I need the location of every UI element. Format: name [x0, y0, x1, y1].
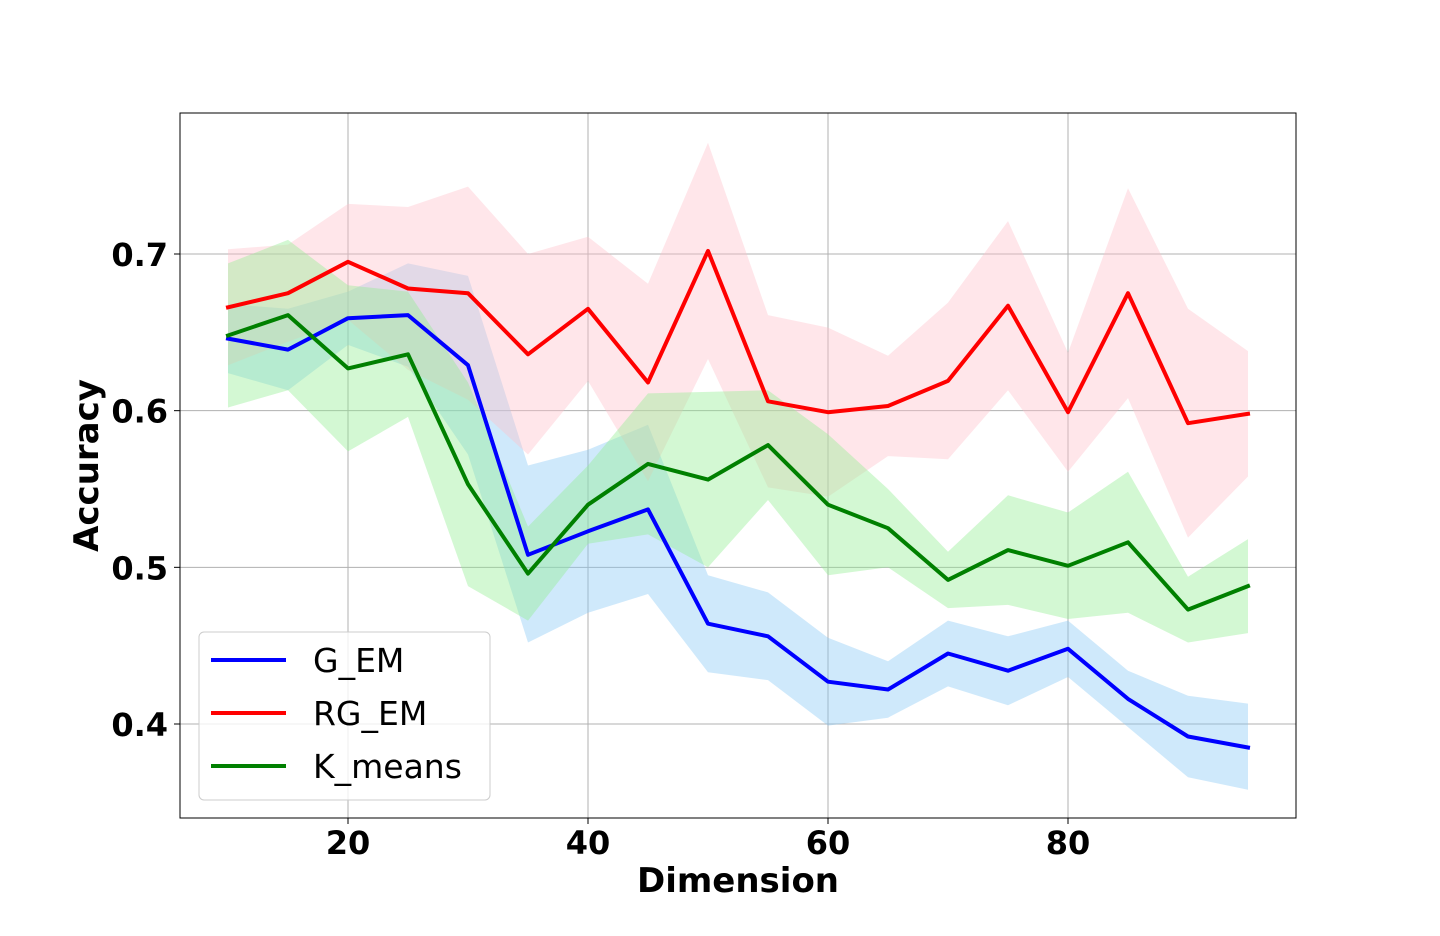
x-tick-label: 20: [326, 824, 371, 862]
g-em-line: [225, 313, 1251, 750]
y-tick-label: 0.6: [111, 393, 168, 431]
legend-box: [198, 631, 491, 801]
x-axis-label: Dimension: [637, 861, 839, 901]
y-axis-ticks: 0.4 0.5 0.6 0.7: [111, 236, 180, 744]
legend-label: RG_EM: [313, 694, 427, 733]
k-means-line: [225, 313, 1251, 612]
x-tick-label: 40: [566, 824, 611, 862]
plot-frame: [179, 112, 1297, 819]
legend: G_EM RG_EM K_means: [198, 631, 491, 801]
legend-label: G_EM: [313, 641, 404, 680]
x-tick-label: 80: [1046, 824, 1091, 862]
y-axis-label: Accuracy: [67, 379, 107, 552]
y-tick-label: 0.5: [111, 549, 168, 587]
rg-em-line: [225, 248, 1251, 426]
legend-label: K_means: [313, 747, 462, 786]
rg-em-band: [228, 142, 1248, 538]
g-em-band: [228, 263, 1248, 790]
y-tick-label: 0.4: [111, 706, 168, 744]
k-means-band: [228, 239, 1248, 643]
confidence-bands: [228, 142, 1248, 790]
x-axis-ticks: 20 40 60 80: [326, 818, 1091, 862]
series-lines: [225, 248, 1251, 750]
x-tick-label: 60: [806, 824, 851, 862]
y-tick-label: 0.7: [111, 236, 168, 274]
